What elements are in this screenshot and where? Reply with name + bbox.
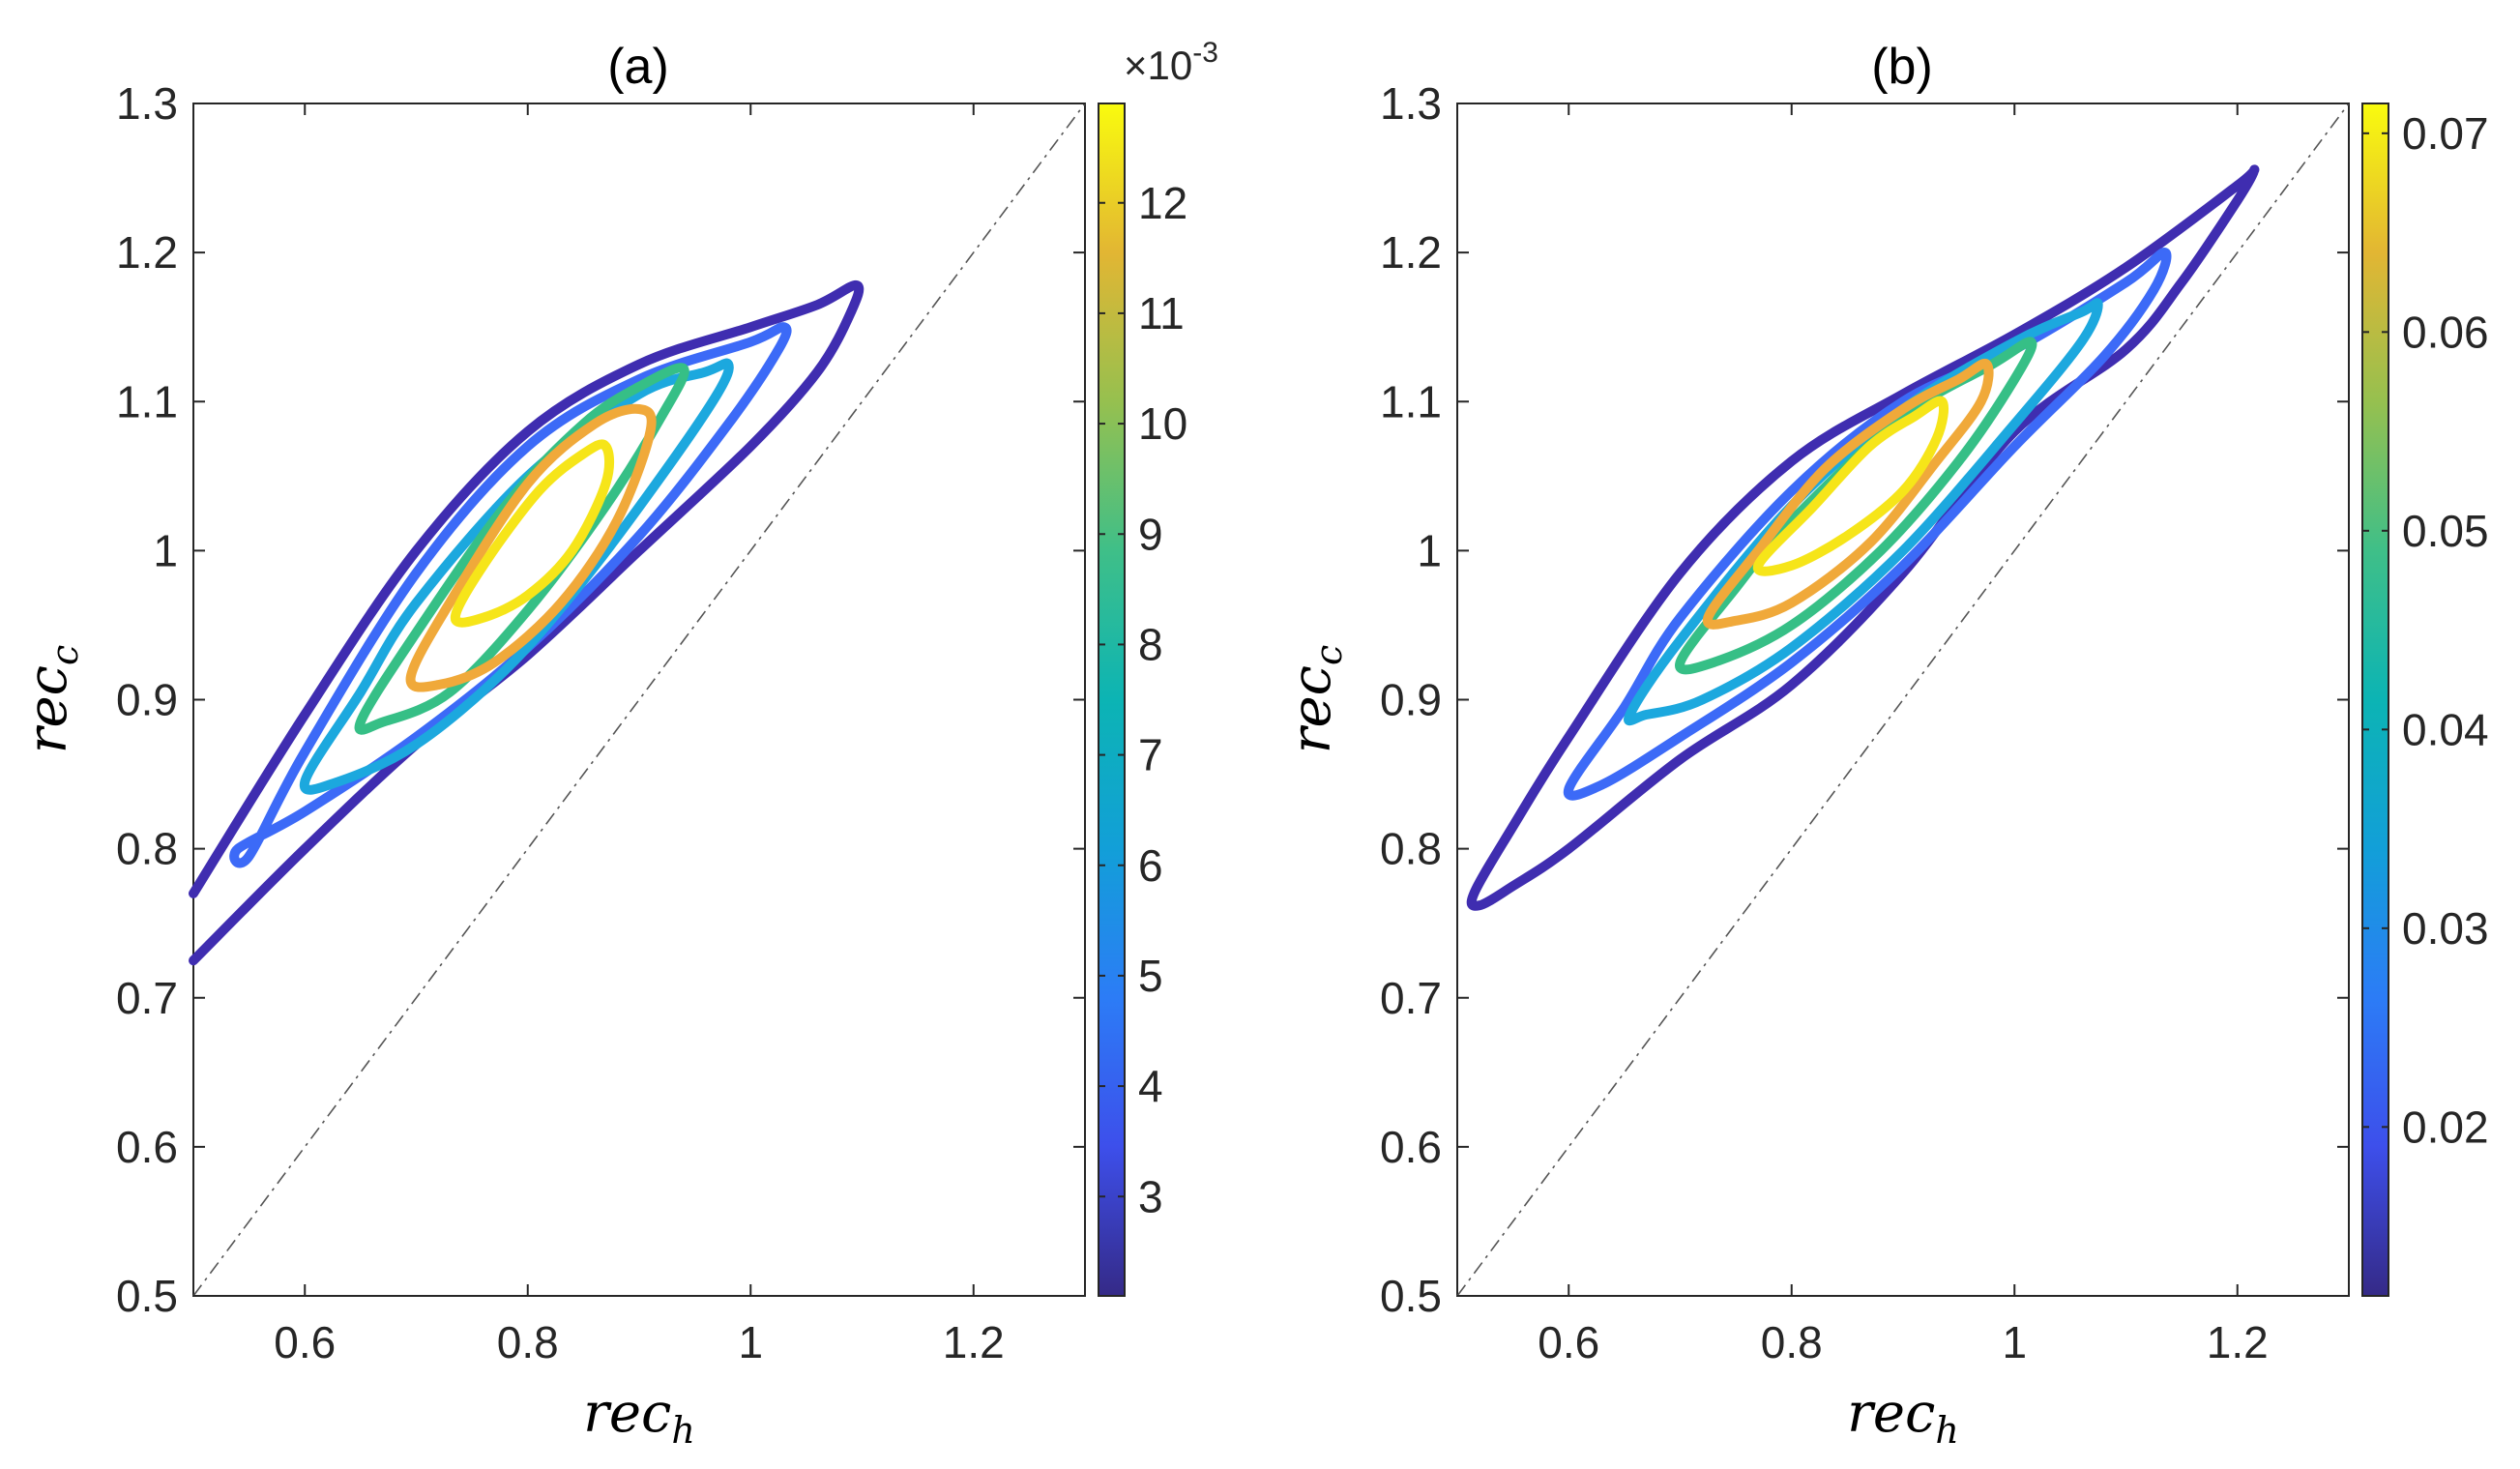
panel-b-contour-level-2 (1563, 248, 2172, 801)
panel-a-colorbar-exponent-base: ×10 (1124, 43, 1192, 88)
panel-a-colorbar-tick-label: 9 (1138, 509, 1163, 559)
panel-b-contour-level-5 (1702, 359, 1994, 630)
panel-b-x-tick-label: 1 (2002, 1317, 2027, 1367)
panel-b-y-tick-label: 0.6 (1380, 1122, 1442, 1172)
panel-a-y-label-base: rec (16, 665, 79, 753)
panel-a-x-ticks: 0.6 0.8 1 1.2 (274, 103, 1005, 1367)
panel-a-x-label-base: rec (583, 1382, 671, 1445)
panel-b-colorbar-ticks: 0.02 0.03 0.04 0.05 0.06 0.07 (2362, 108, 2489, 1152)
panel-b-y-label: recc (1280, 645, 1350, 754)
panel-a-y-tick-label: 0.7 (116, 973, 178, 1023)
panel-a-contour-level-3 (299, 358, 734, 795)
panel-a-colorbar-tick-label: 6 (1138, 840, 1163, 891)
panel-a-reference-line (192, 103, 1086, 1297)
panel-b-colorbar-tick-label: 0.07 (2402, 108, 2489, 159)
panel-b-x-tick-label: 1.2 (2207, 1317, 2269, 1367)
panel-b-x-label-sub: h (1935, 1409, 1958, 1452)
panel-a: (a) 0.6 0.8 1 1.2 0.5 0.6 0.7 0.8 0.9 1 1.1 1.2 1.3… (16, 37, 1218, 1452)
panel-b-x-tick-label: 0.8 (1761, 1317, 1823, 1367)
panel-b-y-label-sub: c (1307, 645, 1350, 665)
panel-a-contour-level-5 (405, 403, 657, 692)
panel-a-colorbar-tick-label: 5 (1138, 951, 1163, 1001)
panel-b-contour-level-1 (1466, 164, 2260, 911)
panel-a-diagonal-line (192, 103, 1086, 1297)
panel-b-y-ticks: 0.5 0.6 0.7 0.8 0.9 1 1.1 1.2 1.3 (1380, 78, 2349, 1321)
panel-b-colorbar-tick-label: 0.02 (2402, 1102, 2489, 1152)
panel-b-y-tick-label: 1 (1417, 525, 1442, 575)
panel-b-contour-level-6 (1752, 396, 1949, 576)
panel-a-y-ticks: 0.5 0.6 0.7 0.8 0.9 1 1.1 1.2 1.3 (116, 78, 1085, 1321)
panel-b-colorbar (2361, 103, 2389, 1297)
panel-a-x-label-sub: h (671, 1409, 694, 1452)
panel-b-reference-line (1456, 103, 2350, 1297)
panel-a-y-label: recc (16, 645, 86, 754)
panel-b-contours (1466, 164, 2260, 911)
panel-a-x-label: rech (583, 1382, 695, 1452)
panel-b-y-tick-label: 0.7 (1380, 973, 1442, 1023)
panel-a-y-label-sub: c (44, 645, 86, 665)
panel-b-diagonal-line (1456, 103, 2350, 1297)
panel-b-title: (b) (1871, 39, 1933, 95)
panel-a-y-tick-label: 1.1 (116, 376, 178, 426)
panel-b-colorbar-tick-label: 0.06 (2402, 307, 2489, 357)
panel-a-colorbar-ticks: 3 4 5 6 7 8 9 10 11 12 (1099, 178, 1187, 1221)
panel-a-colorbar (1098, 103, 1126, 1297)
panel-a-colorbar-tick-label: 10 (1138, 398, 1187, 449)
panel-b-colorbar-tick-label: 0.03 (2402, 903, 2489, 954)
panel-b-y-tick-label: 1.2 (1380, 227, 1442, 278)
panel-b-y-tick-label: 0.5 (1380, 1271, 1442, 1321)
panel-a-y-tick-label: 0.6 (116, 1122, 178, 1172)
panel-b-x-label-base: rec (1847, 1382, 1935, 1445)
panel-a-colorbar-tick-label: 12 (1138, 178, 1187, 228)
panel-a-x-tick-label: 0.6 (274, 1317, 336, 1367)
panel-a-y-tick-label: 1.3 (116, 78, 178, 129)
panel-b-colorbar-tick-label: 0.05 (2402, 506, 2489, 556)
panel-b-y-tick-label: 0.8 (1380, 824, 1442, 874)
panel-a-colorbar-tick-label: 8 (1138, 619, 1163, 669)
panel-b-y-tick-label: 0.9 (1380, 675, 1442, 725)
panel-b-colorbar-tick-label: 0.04 (2402, 704, 2489, 754)
panel-b-contour-level-4 (1675, 337, 2037, 675)
panel-a-colorbar-exponent-power: -3 (1192, 37, 1218, 69)
panel-b: (b) 0.6 0.8 1 1.2 0.5 0.6 0.7 0.8 0.9 1 1.1 1.2 1.3… (1280, 39, 2489, 1452)
panel-a-x-tick-label: 0.8 (497, 1317, 559, 1367)
panel-a-colorbar-exponent: ×10-3 (1124, 37, 1218, 88)
panel-a-y-tick-label: 1.2 (116, 227, 178, 278)
panel-b-y-tick-label: 1.1 (1380, 376, 1442, 426)
panel-b-y-label-base: rec (1280, 665, 1343, 753)
panel-b-x-ticks: 0.6 0.8 1 1.2 (1538, 103, 2269, 1367)
panel-a-y-tick-label: 0.9 (116, 675, 178, 725)
panel-a-title: (a) (607, 39, 669, 95)
panel-a-colorbar-tick-label: 11 (1138, 288, 1185, 338)
panel-a-y-tick-label: 1 (153, 525, 178, 575)
panel-a-y-tick-label: 0.8 (116, 824, 178, 874)
panel-b-x-label: rech (1847, 1382, 1959, 1452)
panel-a-contours (189, 280, 864, 966)
panel-a-x-tick-label: 1.2 (943, 1317, 1005, 1367)
panel-a-colorbar-tick-label: 7 (1138, 730, 1163, 780)
panel-b-y-tick-label: 1.3 (1380, 78, 1442, 129)
panel-a-colorbar-tick-label: 3 (1138, 1171, 1163, 1221)
panel-a-colorbar-tick-label: 4 (1138, 1061, 1163, 1111)
panel-a-y-tick-label: 0.5 (116, 1271, 178, 1321)
panel-b-x-tick-label: 0.6 (1538, 1317, 1599, 1367)
panel-a-x-tick-label: 1 (738, 1317, 763, 1367)
panel-a-contour-level-4 (354, 363, 689, 735)
panel-a-contour-level-6 (450, 439, 615, 628)
